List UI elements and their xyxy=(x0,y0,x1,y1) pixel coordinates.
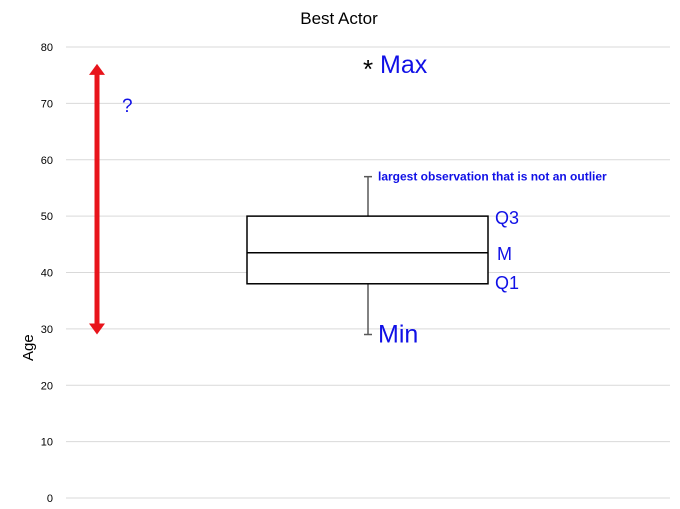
y-tick-80: 80 xyxy=(41,42,53,54)
y-tick-30: 30 xyxy=(41,324,53,336)
y-tick-labels: 0 10 20 30 40 50 60 70 80 xyxy=(41,42,53,505)
min-label: Min xyxy=(378,321,418,349)
range-arrow xyxy=(89,63,105,335)
range-arrow-head-down xyxy=(89,323,105,335)
range-question-label: ? xyxy=(122,96,133,117)
annotations: Max Min largest observation that is not an… xyxy=(122,51,607,349)
q1-label: Q1 xyxy=(495,273,519,293)
upper-whisker-note: largest observation that is not an outli… xyxy=(378,170,607,184)
y-tick-50: 50 xyxy=(41,211,53,223)
outlier-marker-0: * xyxy=(363,54,373,84)
y-tick-70: 70 xyxy=(41,98,53,110)
y-axis-label: Age xyxy=(20,334,37,361)
box-and-whisker: * xyxy=(246,54,489,336)
range-arrow-head-up xyxy=(89,63,105,75)
median-label: M xyxy=(497,244,512,264)
chart-title: Best Actor xyxy=(300,9,378,28)
q3-label: Q3 xyxy=(495,208,519,228)
y-tick-40: 40 xyxy=(41,268,53,280)
iqr-box xyxy=(246,215,489,285)
y-tick-20: 20 xyxy=(41,380,53,392)
y-tick-60: 60 xyxy=(41,155,53,167)
y-tick-0: 0 xyxy=(47,493,53,505)
max-label: Max xyxy=(380,51,428,79)
y-tick-10: 10 xyxy=(41,437,53,449)
